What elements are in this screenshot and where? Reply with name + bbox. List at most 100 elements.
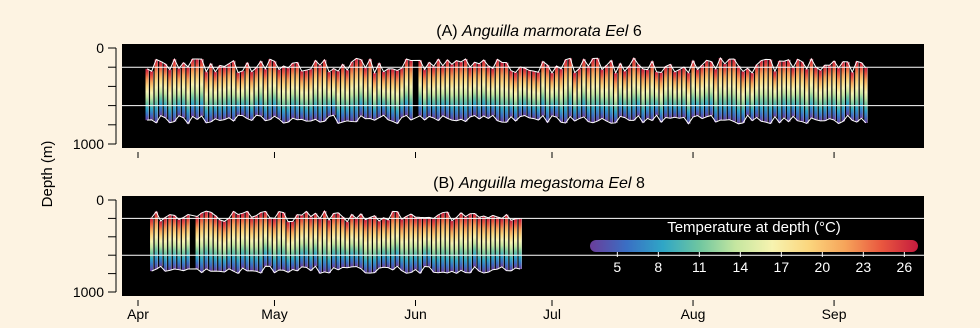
dive: [186, 214, 190, 270]
dive: [277, 211, 281, 270]
dive: [295, 214, 299, 271]
dive: [436, 59, 440, 121]
dive: [322, 59, 327, 122]
dive: [145, 68, 149, 121]
dive: [450, 64, 454, 121]
dive: [755, 64, 759, 118]
panel-b-shallow-envelope: [151, 210, 521, 223]
dive: [832, 60, 836, 121]
dive: [186, 66, 190, 124]
dive: [154, 211, 158, 270]
dive: [409, 214, 413, 273]
dive: [545, 64, 550, 123]
dive: [718, 58, 722, 121]
dive: [786, 59, 791, 122]
dive: [259, 61, 263, 116]
dive: [695, 69, 700, 116]
dive: [459, 212, 463, 271]
dive: [705, 60, 709, 117]
dive: [300, 71, 304, 120]
dive: [650, 61, 654, 121]
dive: [236, 214, 240, 274]
dive: [382, 71, 386, 116]
dive: [759, 60, 763, 122]
colorbar-tick-label: 20: [815, 259, 831, 275]
dive: [536, 72, 540, 121]
dive: [482, 59, 486, 117]
dive: [272, 218, 277, 273]
dive: [281, 212, 286, 271]
dive: [796, 59, 800, 121]
dive: [541, 61, 545, 116]
colorbar-tick-label: 17: [774, 259, 790, 275]
dive: [714, 68, 718, 123]
dive: [218, 65, 222, 121]
dive: [454, 217, 459, 274]
colorbar-tick-label: 8: [654, 259, 662, 275]
dive: [504, 62, 509, 123]
dive: [404, 216, 409, 274]
dive: [154, 59, 158, 123]
dive: [432, 218, 436, 273]
dive: [791, 67, 795, 117]
dive: [382, 217, 386, 268]
colorbar-tick-label: 14: [733, 259, 749, 275]
dive: [286, 67, 290, 123]
dive: [363, 219, 368, 273]
panel-a-dives: [145, 58, 868, 124]
panel-b-dives: [150, 211, 522, 274]
dive: [359, 213, 363, 269]
dive: [350, 61, 354, 122]
dive: [241, 70, 245, 116]
dive: [318, 218, 322, 274]
dive: [513, 72, 518, 122]
dive: [377, 221, 381, 269]
dive: [591, 58, 595, 123]
dive: [841, 61, 845, 122]
dive: [627, 65, 631, 121]
dive: [259, 212, 263, 274]
dive: [341, 216, 345, 268]
dive: [632, 58, 636, 121]
dive: [413, 217, 418, 270]
dive: [686, 72, 691, 124]
dive: [623, 71, 627, 118]
dive: [291, 221, 295, 270]
dive: [372, 72, 377, 121]
dive: [368, 59, 372, 119]
dive: [150, 71, 154, 120]
panel-a: (A) Anguilla marmorata Eel 6 0 1000: [73, 23, 924, 152]
dive: [641, 68, 645, 123]
dive: [332, 68, 336, 116]
dive: [345, 70, 349, 121]
dive: [741, 71, 745, 123]
dive: [504, 214, 509, 271]
dive: [500, 218, 504, 267]
dive: [532, 71, 536, 119]
dive: [636, 64, 641, 116]
dive: [168, 69, 172, 123]
dive: [336, 212, 340, 270]
panel-a-eel-number: 6: [633, 23, 642, 40]
dive: [482, 216, 486, 274]
dive: [573, 72, 577, 122]
x-axis: Apr May Jun Jul Aug Sep: [127, 152, 847, 322]
dive: [190, 58, 195, 117]
panel-b-eel-number: 8: [636, 175, 645, 192]
dive: [486, 65, 490, 119]
panel-a-title: (A) Anguilla marmorata Eel 6: [436, 23, 642, 40]
dive: [463, 58, 468, 122]
dive: [400, 219, 404, 271]
dive: [582, 59, 586, 117]
x-tick-label: Sep: [822, 306, 847, 322]
dive: [727, 59, 732, 120]
dive: [400, 68, 404, 118]
dive: [177, 68, 181, 116]
dive: [473, 213, 477, 267]
dive: [204, 211, 208, 269]
panel-a-eel-word: Eel: [605, 23, 629, 40]
dive: [359, 59, 363, 116]
dive: [209, 63, 213, 122]
panel-b: (B) Anguilla megastoma Eel 8 0 1000: [73, 175, 924, 300]
dive: [409, 60, 413, 121]
